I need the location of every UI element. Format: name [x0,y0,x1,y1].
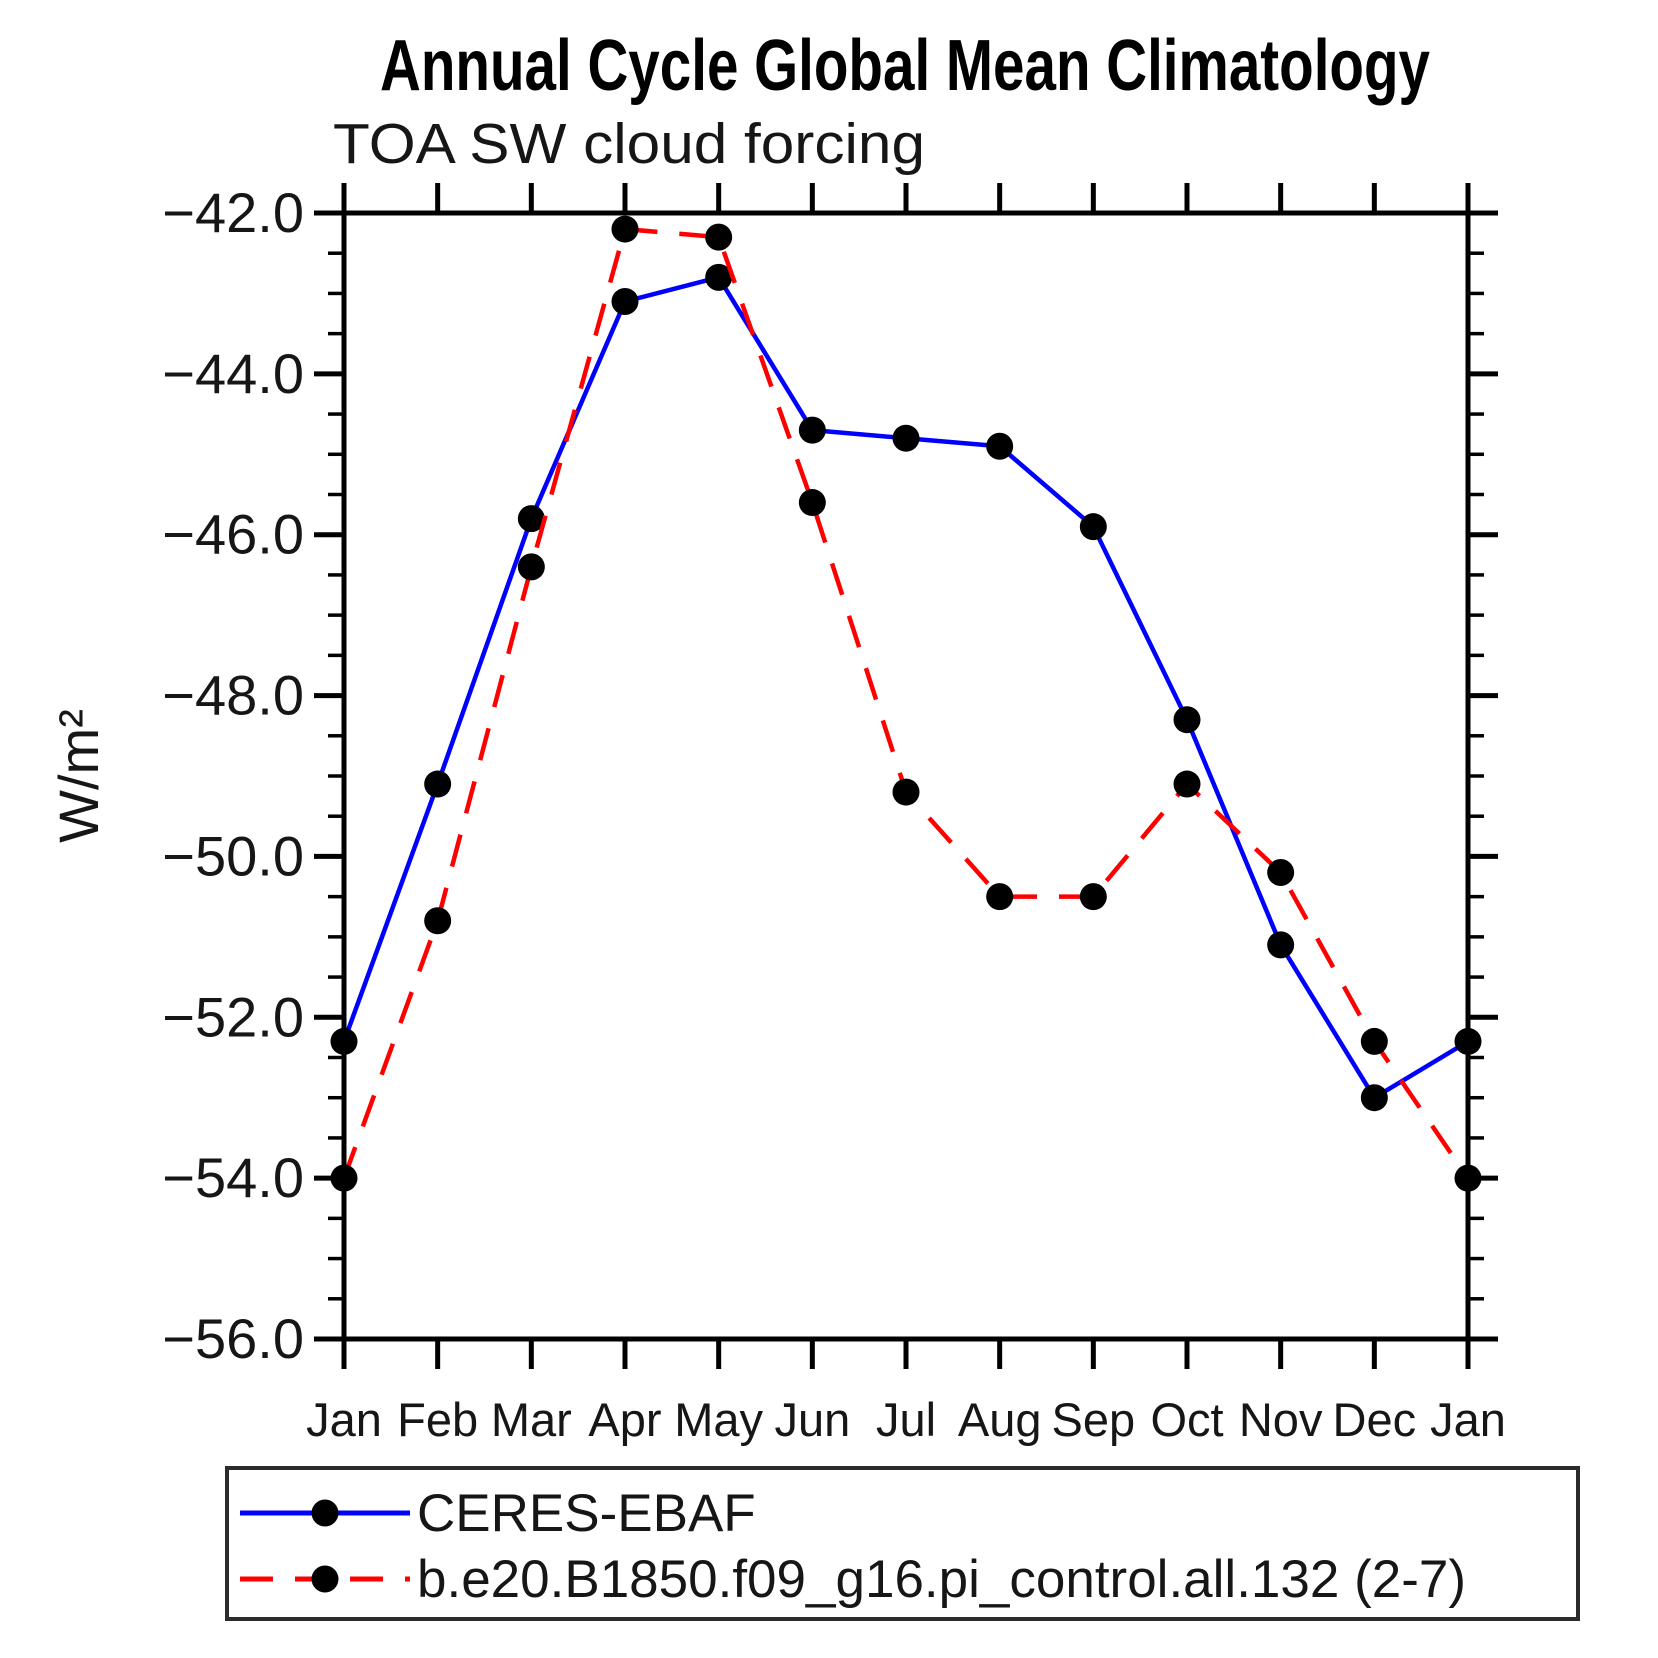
legend-row-0: CERES-EBAF [240,1484,756,1543]
series-group [330,215,1482,1192]
data-point [1173,770,1201,798]
x-tick-label: Nov [1239,1393,1323,1446]
y-axis-label: W/m² [47,709,110,843]
x-tick-label: Mar [491,1393,572,1446]
data-point [705,223,733,251]
data-point [517,553,545,581]
data-point [330,1164,358,1192]
x-tick-label: Jan [306,1393,382,1446]
y-tick-label: −46.0 [162,503,304,566]
axes-group [314,183,1498,1369]
y-tick-label: −52.0 [162,985,304,1048]
data-point [986,432,1014,460]
x-tick-label: Oct [1150,1393,1223,1446]
y-tick-label: −50.0 [162,824,304,887]
x-tick-label: Apr [588,1393,661,1446]
legend-label-0: CERES-EBAF [417,1484,756,1543]
data-point [1267,931,1295,959]
y-tick-label: −54.0 [162,1146,304,1209]
data-point [892,424,920,452]
series-line-0 [341,275,1470,1100]
data-point [892,778,920,806]
x-tick-label: Jul [876,1393,936,1446]
data-point [517,505,545,533]
x-tick-label: Feb [397,1393,478,1446]
series-line-1 [341,226,1470,1180]
data-point [1360,1027,1388,1055]
data-point [1173,706,1201,734]
data-point [611,215,639,243]
x-tick-label: May [674,1393,763,1446]
data-point [798,416,826,444]
data-point [424,907,452,935]
y-tick-labels: −42.0 −44.0 −46.0 −48.0 −50.0 −52.0 −54.0 −56.0 [162,181,304,1370]
data-point [1079,513,1107,541]
data-point [1454,1027,1482,1055]
x-tick-label: Jun [774,1393,850,1446]
legend-marker-0 [311,1499,339,1527]
legend-row-1: b.e20.B1850.f09_g16.pi_control.all.132 (… [240,1550,1466,1609]
data-point [330,1027,358,1055]
legend-marker-1 [311,1565,339,1593]
legend-label-1: b.e20.B1850.f09_g16.pi_control.all.132 (… [417,1550,1466,1609]
data-point [611,287,639,315]
y-tick-label: −42.0 [162,181,304,244]
data-point [1454,1164,1482,1192]
data-point [1079,883,1107,911]
x-tick-label: Sep [1052,1393,1136,1446]
data-point [424,770,452,798]
chart-subtitle: TOA SW cloud forcing [333,112,925,176]
legend: CERES-EBAF b.e20.B1850.f09_g16.pi_contro… [225,1466,1580,1621]
x-tick-label: Jan [1430,1393,1506,1446]
x-tick-labels: Jan Feb Mar Apr May Jun Jul Aug Sep Oct Nov Dec Jan [306,1393,1506,1446]
plot-frame [341,210,1471,1342]
data-point [705,263,733,291]
y-tick-label: −48.0 [162,664,304,727]
y-tick-label: −56.0 [162,1307,304,1370]
data-point [798,489,826,517]
chart-title: Annual Cycle Global Mean Climatology [380,26,1430,106]
y-tick-label: −44.0 [162,342,304,405]
data-point [1360,1084,1388,1112]
data-point [1267,859,1295,887]
x-tick-label: Dec [1333,1393,1417,1446]
x-tick-label: Aug [958,1393,1042,1446]
legend-box [225,1466,1580,1621]
data-point [986,883,1014,911]
